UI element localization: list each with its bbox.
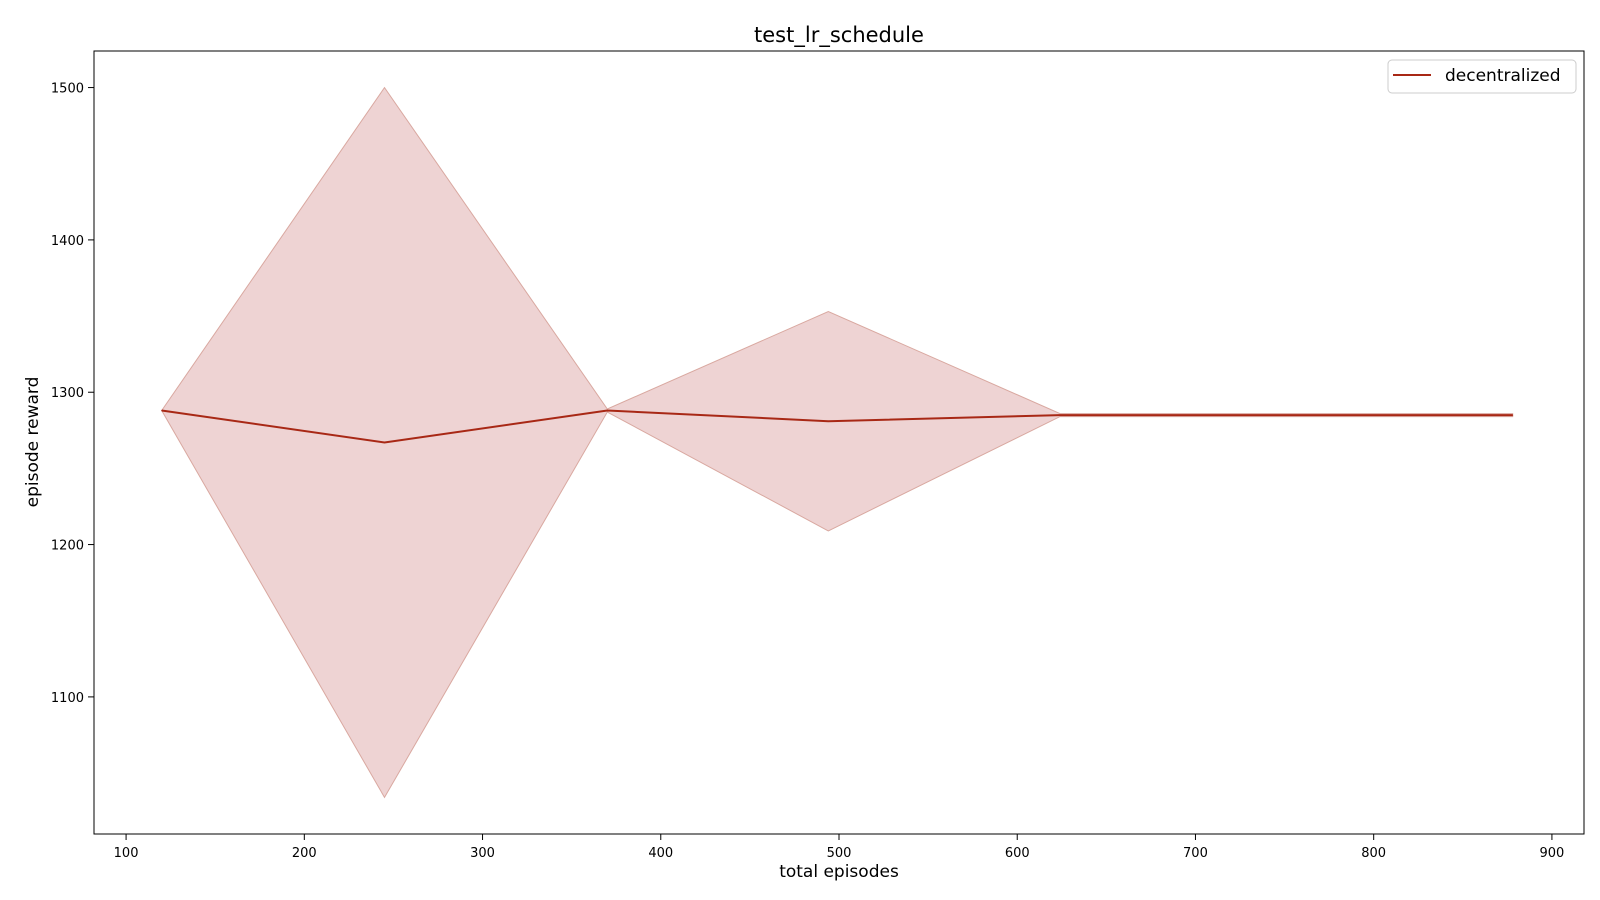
- x-tick-label: 600: [1005, 846, 1030, 861]
- data-point: [1059, 414, 1061, 416]
- data-point: [1284, 414, 1286, 416]
- x-tick-label: 900: [1540, 846, 1565, 861]
- legend-box: [1387, 59, 1577, 94]
- data-point: [827, 420, 829, 422]
- x-tick-label: 200: [292, 846, 317, 861]
- y-tick-label: 1500: [51, 82, 84, 97]
- y-tick-label: 1200: [51, 539, 84, 554]
- y-tick-label: 1100: [51, 691, 84, 706]
- x-axis-label: total episodes: [779, 862, 899, 882]
- data-point: [161, 410, 163, 411]
- chart-title: test_lr_schedule: [754, 23, 924, 48]
- legend: decentralized: [1387, 59, 1577, 94]
- x-tick-label: 400: [648, 846, 673, 861]
- x-tick-label: 800: [1361, 846, 1386, 861]
- x-axis-ticks: 100 200 300 400 500 600 700 800 900: [114, 834, 1565, 861]
- legend-label: decentralized: [1445, 66, 1561, 86]
- x-tick-label: 300: [470, 846, 495, 861]
- data-point: [1512, 414, 1514, 416]
- y-tick-label: 1400: [51, 234, 84, 249]
- series-lines: [161, 409, 1514, 444]
- y-axis-label: episode reward: [23, 377, 43, 508]
- y-axis-ticks: 1100 1200 1300 1400 1500: [51, 82, 94, 706]
- x-tick-label: 100: [114, 846, 139, 861]
- data-point: [606, 410, 608, 411]
- x-tick-label: 700: [1183, 846, 1208, 861]
- data-point: [384, 442, 385, 443]
- x-tick-label: 500: [827, 846, 852, 861]
- y-tick-label: 1300: [51, 386, 84, 401]
